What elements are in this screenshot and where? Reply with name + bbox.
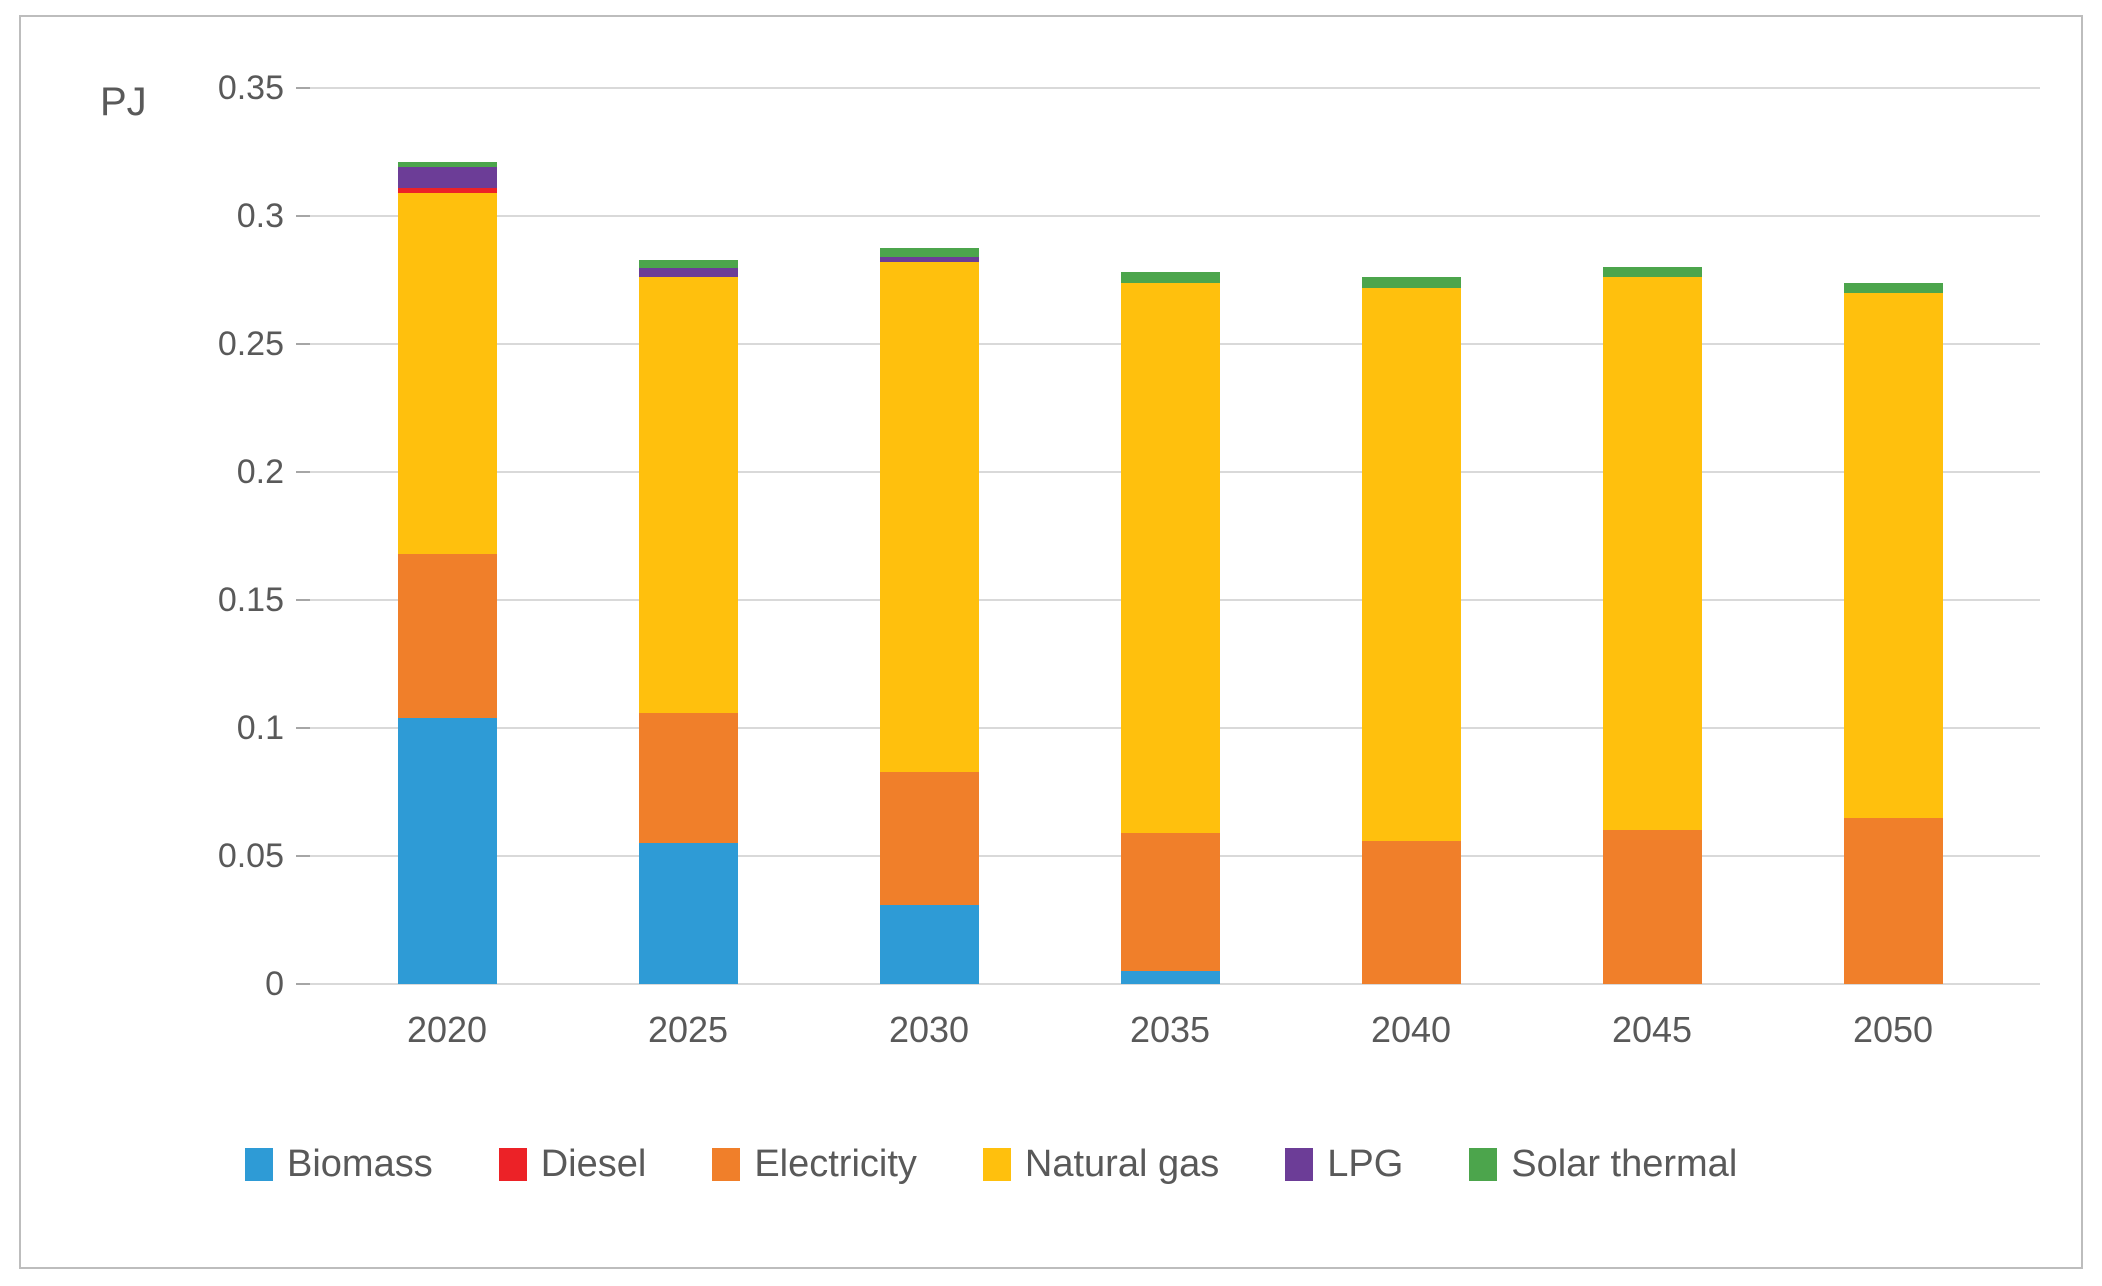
legend-label-natural-gas: Natural gas [1024,1142,1220,1185]
bar-2040-electricity [1362,841,1461,984]
legend-item-biomass: Biomass [245,1143,433,1186]
y-axis-tick-0.15 [296,599,310,601]
bar-2025-lpg [639,268,738,277]
bar-2040-solar-thermal [1362,277,1461,288]
bar-2020-natural-gas [398,193,497,554]
legend-label-electricity: Electricity [754,1142,917,1185]
legend-swatch-biomass [245,1147,273,1181]
y-axis-tick-0.3 [296,215,310,217]
bar-2050-solar-thermal [1844,283,1943,293]
bar-2045-electricity [1603,830,1702,984]
legend-swatch-solar-thermal [1469,1147,1498,1181]
bar-2020-diesel [398,188,497,193]
bar-2030-biomass [880,905,979,984]
legend-item-natural-gas: Natural gas [982,1142,1220,1186]
bar-2035-biomass [1121,971,1220,984]
legend-label-biomass: Biomass [287,1142,433,1185]
legend-item-solar-thermal: Solar thermal [1469,1143,1737,1186]
bar-2035-natural-gas [1121,283,1220,833]
y-axis-tick-0.2 [296,471,310,473]
y-axis-tick-0 [296,983,310,985]
legend-swatch-diesel [498,1147,527,1181]
bar-2035-electricity [1121,833,1220,971]
y-tick-label-0.1: 0.1 [236,709,284,747]
bar-2050-electricity [1844,818,1943,984]
legend-item-lpg: LPG [1285,1143,1403,1186]
y-axis-unit-label: PJ [100,80,147,124]
y-tick-label-0.15: 0.15 [217,581,284,619]
bar-2030-solar-thermal [880,248,979,257]
y-axis-tick-0.25 [296,343,310,345]
x-tick-label-2030: 2030 [888,1009,970,1050]
x-tick-label-2045: 2045 [1611,1009,1693,1050]
x-tick-label-2020: 2020 [406,1009,488,1050]
x-tick-label-2025: 2025 [647,1009,729,1050]
gridline-0.3 [310,215,2040,217]
x-tick-label-2050: 2050 [1852,1009,1934,1050]
gridline-0 [310,983,2040,985]
bar-2025-electricity [639,713,738,843]
legend-item-electricity: Electricity [712,1143,917,1186]
y-tick-label-0: 0 [265,965,284,1003]
x-tick-label-2035: 2035 [1129,1009,1211,1050]
y-axis-tick-0.1 [296,727,310,729]
y-axis-tick-0.05 [296,855,310,857]
bar-2035-solar-thermal [1121,272,1220,283]
y-tick-label-0.35: 0.35 [217,69,284,107]
bar-2030-natural-gas [880,262,979,772]
x-tick-label-2040: 2040 [1370,1009,1452,1050]
bar-2020-electricity [398,554,497,718]
bar-2045-natural-gas [1603,277,1702,830]
bar-2025-biomass [639,843,738,984]
legend: Biomass Diesel Electricity Natural gas LPG So… [245,1134,1945,1194]
legend-item-diesel: Diesel [498,1142,647,1186]
legend-swatch-lpg [1285,1147,1314,1181]
bar-2025-natural-gas [639,277,738,713]
legend-swatch-electricity [712,1147,741,1181]
y-tick-label-0.05: 0.05 [217,837,284,875]
bar-2045-solar-thermal [1603,267,1702,277]
bar-2030-lpg [880,257,979,262]
bar-2020-lpg [398,167,497,188]
bar-2025-solar-thermal [639,260,738,268]
y-tick-label-0.2: 0.2 [236,453,284,491]
legend-label-diesel: Diesel [540,1142,647,1185]
gridline-0.35 [310,87,2040,89]
y-tick-label-0.25: 0.25 [217,325,284,363]
legend-swatch-natural-gas [982,1147,1011,1181]
legend-label-solar-thermal: Solar thermal [1511,1142,1738,1185]
bar-2030-electricity [880,772,979,905]
bar-2040-natural-gas [1362,288,1461,841]
legend-label-lpg: LPG [1327,1142,1404,1185]
chart-frame [19,15,2083,1269]
y-tick-label-0.3: 0.3 [236,197,284,235]
y-axis-tick-0.35 [296,87,310,89]
bar-2050-natural-gas [1844,293,1943,818]
bar-2020-solar-thermal [398,162,497,167]
bar-2020-biomass [398,718,497,984]
